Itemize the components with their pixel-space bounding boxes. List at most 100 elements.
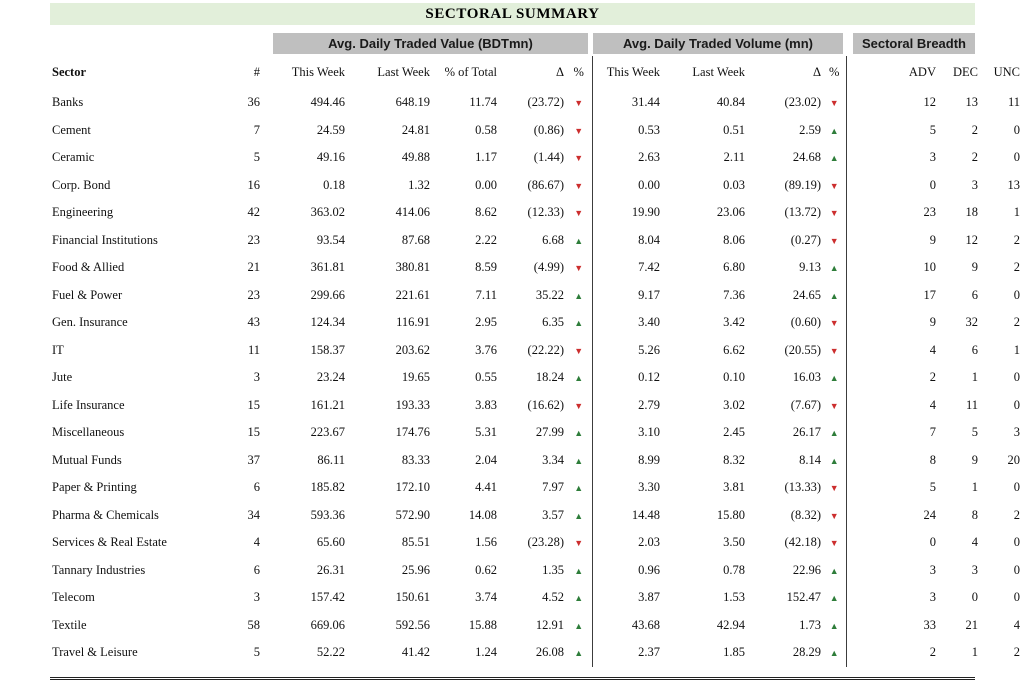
- count-cell: 23: [247, 287, 261, 302]
- unc-cell: 3: [1013, 425, 1020, 440]
- dec-cell: 1: [971, 645, 978, 660]
- up-triangle-icon: ▲: [574, 593, 584, 604]
- value-dir-cell: ▲: [566, 281, 593, 309]
- unc-cell: 11: [1007, 95, 1020, 110]
- vol-delta-cell: 26.17: [792, 425, 821, 440]
- value-delta-cell: 12.91: [535, 617, 564, 632]
- value-dir-cell: ▼: [566, 529, 593, 557]
- up-triangle-icon: ▲: [829, 648, 839, 659]
- dec-cell: 9: [971, 260, 978, 275]
- down-triangle-icon: ▼: [829, 345, 839, 356]
- table-row: Paper & Printing 6 185.82 172.10 4.41 7.97 ▲ 3.…: [50, 474, 1024, 502]
- vol-tw-cell: 0.53: [638, 122, 660, 137]
- unc-cell: 0: [1013, 397, 1020, 412]
- vol-delta-cell: 9.13: [799, 260, 821, 275]
- sectoral-table: Sector # This Week Last Week % of Total …: [50, 56, 1024, 667]
- section-header-sectoral-breadth: Sectoral Breadth: [853, 33, 975, 54]
- unc-cell: 0: [1013, 590, 1020, 605]
- down-triangle-icon: ▼: [829, 98, 839, 109]
- down-triangle-icon: ▼: [574, 208, 584, 219]
- unc-cell: 0: [1013, 535, 1020, 550]
- col-header-value-last-week: Last Week: [377, 65, 430, 79]
- table-row: Life Insurance 15 161.21 193.33 3.83 (16.62) ▼…: [50, 391, 1024, 419]
- count-cell: 15: [247, 425, 261, 440]
- dec-cell: 6: [971, 342, 978, 357]
- adv-cell: 8: [929, 452, 936, 467]
- vol-tw-cell: 2.79: [638, 397, 660, 412]
- up-triangle-icon: ▲: [829, 153, 839, 164]
- sector-cell: Paper & Printing: [52, 480, 137, 495]
- value-dir-cell: ▲: [566, 446, 593, 474]
- value-lw-cell: 203.62: [395, 342, 430, 357]
- value-tw-cell: 223.67: [310, 425, 345, 440]
- down-triangle-icon: ▼: [574, 345, 584, 356]
- dec-cell: 9: [971, 452, 978, 467]
- sector-cell: Banks: [52, 95, 84, 110]
- value-lw-cell: 85.51: [401, 535, 430, 550]
- adv-cell: 5: [929, 122, 936, 137]
- unc-cell: 20: [1007, 452, 1021, 467]
- value-dir-cell: ▼: [566, 254, 593, 282]
- vol-lw-cell: 0.03: [723, 177, 745, 192]
- table-row: Mutual Funds 37 86.11 83.33 2.04 3.34 ▲ 8.99 8.3…: [50, 446, 1024, 474]
- count-cell: 16: [247, 177, 261, 192]
- vol-lw-cell: 15.80: [716, 507, 745, 522]
- value-dir-cell: ▼: [566, 144, 593, 172]
- value-dir-cell: ▼: [566, 171, 593, 199]
- up-triangle-icon: ▲: [574, 318, 584, 329]
- value-lw-cell: 221.61: [395, 287, 430, 302]
- value-dir-cell: ▼: [566, 199, 593, 227]
- value-tw-cell: 593.36: [310, 507, 345, 522]
- dec-cell: 18: [965, 205, 979, 220]
- vol-tw-cell: 2.03: [638, 535, 660, 550]
- col-header-volume-pct: %: [823, 56, 847, 89]
- sector-cell: Textile: [52, 617, 87, 632]
- value-delta-cell: 27.99: [535, 425, 564, 440]
- adv-cell: 9: [929, 315, 936, 330]
- value-delta-cell: (1.44): [533, 150, 564, 165]
- value-lw-cell: 150.61: [395, 590, 430, 605]
- value-delta-cell: (22.22): [527, 342, 564, 357]
- dec-cell: 3: [971, 177, 978, 192]
- sector-cell: Gen. Insurance: [52, 315, 128, 330]
- pct-of-total-cell: 7.11: [475, 287, 497, 302]
- col-header-value-delta: Δ: [555, 65, 564, 79]
- sector-cell: Food & Allied: [52, 260, 125, 275]
- table-row: Telecom 3 157.42 150.61 3.74 4.52 ▲ 3.87 1.53 152…: [50, 584, 1024, 612]
- pct-of-total-cell: 0.00: [475, 177, 497, 192]
- value-delta-cell: (16.62): [527, 397, 564, 412]
- value-tw-cell: 363.02: [310, 205, 345, 220]
- adv-cell: 3: [929, 150, 936, 165]
- vol-lw-cell: 42.94: [716, 617, 745, 632]
- vol-delta-cell: (42.18): [784, 535, 821, 550]
- down-triangle-icon: ▼: [829, 318, 839, 329]
- value-delta-cell: (12.33): [527, 205, 564, 220]
- pct-of-total-cell: 0.62: [475, 562, 497, 577]
- pct-of-total-cell: 3.74: [475, 590, 497, 605]
- vol-tw-cell: 3.87: [638, 590, 660, 605]
- up-triangle-icon: ▲: [574, 483, 584, 494]
- value-tw-cell: 185.82: [310, 480, 345, 495]
- table-row: Textile 58 669.06 592.56 15.88 12.91 ▲ 43.68 42.…: [50, 611, 1024, 639]
- unc-cell: 2: [1013, 645, 1020, 660]
- value-tw-cell: 669.06: [310, 617, 345, 632]
- value-tw-cell: 26.31: [316, 562, 345, 577]
- vol-lw-cell: 3.81: [723, 480, 745, 495]
- value-lw-cell: 414.06: [395, 205, 430, 220]
- down-triangle-icon: ▼: [829, 400, 839, 411]
- vol-dir-cell: ▼: [823, 474, 847, 502]
- vol-lw-cell: 1.85: [723, 645, 745, 660]
- value-dir-cell: ▼: [566, 391, 593, 419]
- value-tw-cell: 161.21: [310, 397, 345, 412]
- count-cell: 5: [253, 645, 260, 660]
- adv-cell: 0: [929, 177, 936, 192]
- vol-dir-cell: ▲: [823, 611, 847, 639]
- vol-delta-cell: (89.19): [784, 177, 821, 192]
- value-lw-cell: 24.81: [401, 122, 430, 137]
- down-triangle-icon: ▼: [829, 510, 839, 521]
- down-triangle-icon: ▼: [574, 153, 584, 164]
- pct-of-total-cell: 15.88: [468, 617, 497, 632]
- vol-tw-cell: 8.99: [638, 452, 660, 467]
- adv-cell: 0: [929, 535, 936, 550]
- pct-of-total-cell: 1.24: [475, 645, 497, 660]
